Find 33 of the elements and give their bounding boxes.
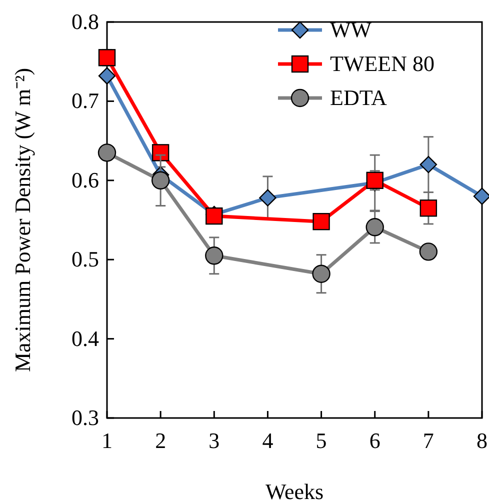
point: [98, 144, 116, 162]
y-tick-label: 0.6: [72, 167, 99, 192]
x-axis-title: Weeks: [265, 479, 324, 503]
legend-label: WW: [330, 17, 372, 42]
legend-label: EDTA: [330, 85, 388, 110]
x-tick-label: 1: [102, 428, 112, 453]
point: [259, 189, 276, 206]
x-tick-label: 2: [155, 428, 166, 453]
x-tick-label: 7: [422, 428, 434, 453]
y-axis-title: Maximum Power Density (W m⁻²): [10, 68, 35, 372]
y-tick-label: 0.7: [72, 88, 99, 114]
x-tick-label: 6: [369, 428, 380, 453]
point: [151, 171, 170, 190]
point: [366, 172, 384, 189]
x-tick-label: 8: [476, 428, 488, 453]
legend-label: TWEEN 80: [330, 51, 434, 76]
y-tick-label: 0.5: [72, 246, 99, 272]
point: [420, 156, 438, 174]
x-tick-label: 5: [316, 428, 327, 453]
x-tick-label: 4: [262, 428, 274, 453]
y-tick-label: 0.4: [72, 326, 99, 351]
x-tick-label: 3: [208, 428, 220, 453]
point: [98, 49, 116, 66]
y-tick-label: 0.3: [72, 405, 99, 430]
point: [312, 264, 330, 283]
point: [366, 218, 384, 236]
point: [420, 200, 438, 217]
point: [312, 212, 330, 230]
point: [419, 242, 438, 261]
point: [98, 67, 116, 84]
y-tick-label: 0.8: [72, 9, 99, 34]
point: [205, 246, 224, 265]
point: [152, 144, 170, 162]
